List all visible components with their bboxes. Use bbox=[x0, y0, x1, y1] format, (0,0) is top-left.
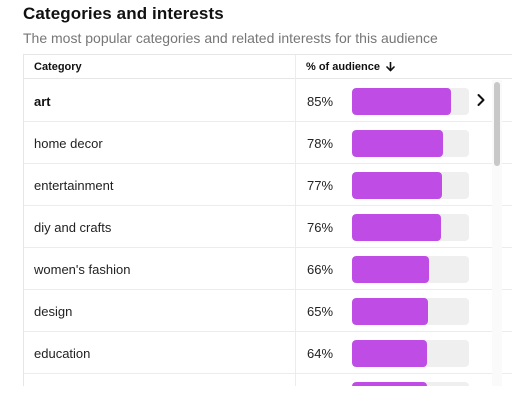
percent-bar-track bbox=[352, 298, 469, 325]
section-title: Categories and interests bbox=[23, 4, 224, 23]
table-row[interactable]: design 65% bbox=[24, 290, 512, 332]
row-category-label: diy and crafts bbox=[34, 220, 112, 235]
percent-bar-track bbox=[352, 88, 469, 115]
table-row[interactable]: home decor 78% bbox=[24, 122, 512, 164]
row-category-label: education bbox=[34, 346, 91, 361]
row-percent-value: 65% bbox=[307, 304, 334, 319]
table-row[interactable]: education 64% bbox=[24, 332, 512, 374]
categories-table: Category % of audience art 85% home decor 7… bbox=[23, 54, 512, 386]
percent-bar-track bbox=[352, 172, 469, 199]
table-header: Category % of audience bbox=[24, 55, 512, 79]
column-header-percent-label: % of audience bbox=[306, 61, 380, 73]
percent-bar-track bbox=[352, 382, 469, 386]
percent-bar-fill bbox=[352, 382, 427, 386]
column-header-percent[interactable]: % of audience bbox=[306, 61, 395, 73]
scrollbar[interactable] bbox=[492, 80, 502, 386]
table-row[interactable]: diy and crafts 76% bbox=[24, 206, 512, 248]
row-percent-value: 78% bbox=[307, 136, 334, 151]
column-header-category[interactable]: Category bbox=[34, 61, 82, 73]
percent-bar-fill bbox=[352, 340, 427, 367]
row-percent-value: 77% bbox=[307, 178, 334, 193]
percent-bar-fill bbox=[352, 130, 444, 157]
row-percent-value: 66% bbox=[307, 262, 334, 277]
percent-bar-fill bbox=[352, 214, 441, 241]
column-divider bbox=[295, 55, 296, 386]
row-category-label: design bbox=[34, 304, 73, 319]
percent-bar-track bbox=[352, 130, 469, 157]
row-percent-value: 76% bbox=[307, 220, 334, 235]
percent-bar-fill bbox=[352, 256, 430, 283]
section-subtitle: The most popular categories and related … bbox=[23, 30, 438, 46]
percent-bar-fill bbox=[352, 298, 429, 325]
row-percent-value: 85% bbox=[307, 94, 334, 109]
percent-bar-track bbox=[352, 340, 469, 367]
arrow-down-icon bbox=[386, 62, 395, 72]
row-category-label: art bbox=[34, 94, 51, 109]
percent-bar-fill bbox=[352, 172, 443, 199]
percent-bar-fill bbox=[352, 88, 452, 115]
percent-bar-track bbox=[352, 256, 469, 283]
row-percent-value: 64% bbox=[307, 346, 334, 361]
table-row[interactable]: entertainment 77% bbox=[24, 164, 512, 206]
row-category-label: home decor bbox=[34, 136, 103, 151]
chevron-right-icon[interactable] bbox=[476, 93, 486, 107]
table-row[interactable]: women's fashion 66% bbox=[24, 248, 512, 290]
row-category-label: entertainment bbox=[34, 178, 114, 193]
table-body: art 85% home decor 78% entertainment 77% diy a… bbox=[24, 80, 512, 386]
table-row[interactable] bbox=[24, 374, 512, 386]
percent-bar-track bbox=[352, 214, 469, 241]
row-category-label: women's fashion bbox=[34, 262, 131, 277]
scrollbar-thumb[interactable] bbox=[494, 82, 500, 166]
table-row[interactable]: art 85% bbox=[24, 80, 512, 122]
